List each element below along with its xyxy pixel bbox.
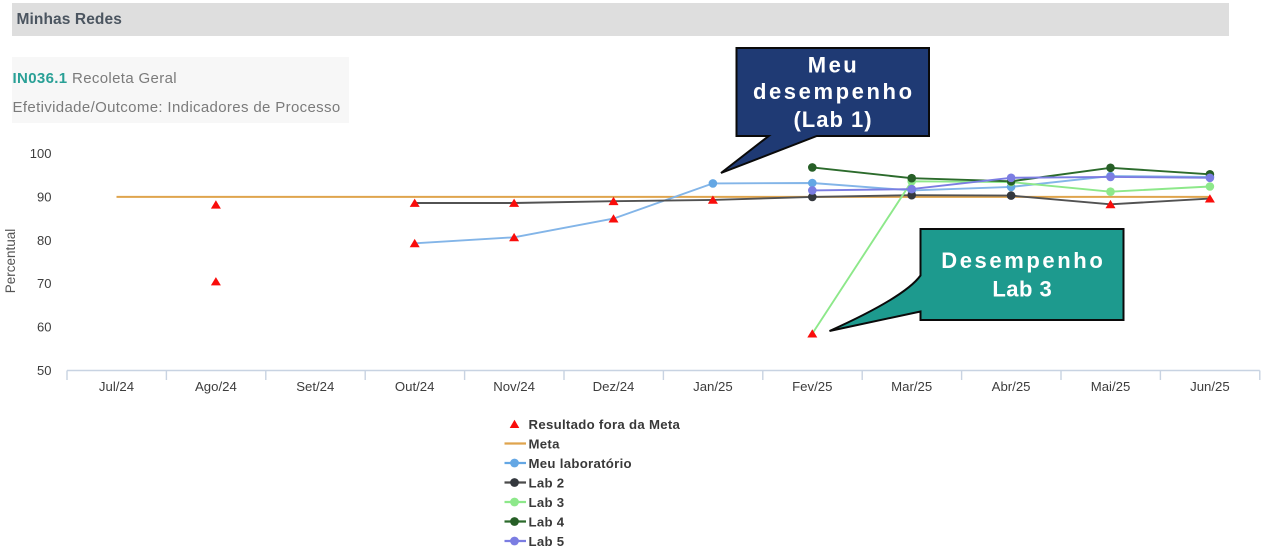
svg-text:Jun/25: Jun/25: [1190, 379, 1230, 394]
svg-text:Jul/24: Jul/24: [99, 379, 134, 394]
svg-text:70: 70: [37, 276, 51, 291]
svg-text:Resultado fora da Meta: Resultado fora da Meta: [529, 417, 681, 432]
svg-text:Dez/24: Dez/24: [593, 379, 635, 394]
svg-text:Ago/24: Ago/24: [195, 379, 237, 394]
svg-text:100: 100: [30, 146, 52, 161]
svg-text:Lab 4: Lab 4: [529, 514, 565, 529]
svg-text:Nov/24: Nov/24: [493, 379, 535, 394]
svg-text:50: 50: [37, 363, 51, 378]
svg-text:Mai/25: Mai/25: [1091, 379, 1131, 394]
svg-text:Set/24: Set/24: [296, 379, 334, 394]
svg-text:60: 60: [37, 320, 51, 335]
svg-text:Lab 3: Lab 3: [992, 277, 1052, 302]
svg-text:Meta: Meta: [529, 436, 561, 451]
svg-text:80: 80: [37, 233, 51, 248]
svg-text:Abr/25: Abr/25: [992, 379, 1031, 394]
svg-text:Meu laboratório: Meu laboratório: [529, 456, 632, 471]
svg-text:Lab 2: Lab 2: [529, 475, 565, 490]
svg-text:desempenho: desempenho: [753, 79, 915, 104]
svg-text:Meu: Meu: [808, 53, 860, 78]
svg-text:(Lab 1): (Lab 1): [793, 107, 872, 132]
svg-text:Lab 5: Lab 5: [529, 534, 565, 549]
svg-text:Mar/25: Mar/25: [891, 379, 932, 394]
svg-text:Desempenho: Desempenho: [941, 248, 1105, 273]
svg-text:Percentual: Percentual: [3, 229, 18, 294]
svg-text:Jan/25: Jan/25: [693, 379, 733, 394]
svg-text:90: 90: [37, 189, 51, 204]
svg-text:Fev/25: Fev/25: [792, 379, 832, 394]
svg-text:Out/24: Out/24: [395, 379, 435, 394]
svg-text:Lab 3: Lab 3: [529, 495, 565, 510]
